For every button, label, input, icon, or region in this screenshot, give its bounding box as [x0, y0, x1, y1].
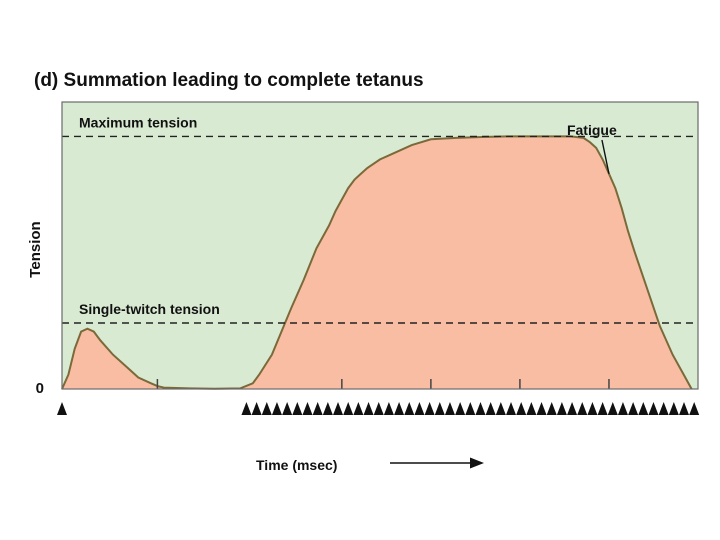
stimulus-marker	[689, 402, 700, 415]
tension-curve	[61, 135, 693, 390]
stimulus-marker	[322, 402, 333, 415]
stimulus-marker	[597, 402, 608, 415]
annotation-pointer-0	[601, 139, 610, 174]
reference-label-1: Single-twitch tension	[79, 301, 220, 317]
stimulus-marker	[241, 402, 252, 415]
stimulus-marker	[587, 402, 598, 415]
stimulus-marker	[333, 402, 344, 415]
stimulus-marker	[546, 402, 557, 415]
time-arrow	[390, 457, 484, 469]
stimulus-marker	[658, 402, 669, 415]
stimulus-marker	[536, 402, 547, 415]
stimulus-marker	[679, 402, 690, 415]
chart-title: (d) Summation leading to complete tetanu…	[34, 70, 424, 91]
stimulus-marker	[251, 402, 262, 415]
stimulus-marker	[353, 402, 364, 415]
stimulus-marker	[516, 402, 527, 415]
stimulus-marker	[434, 402, 445, 415]
stimulus-marker	[271, 402, 282, 415]
stimulus-marker	[383, 402, 394, 415]
stimulus-marker	[373, 402, 384, 415]
stimulus-marker	[506, 402, 517, 415]
stimulus-marker	[292, 402, 303, 415]
stimulus-marker	[424, 402, 435, 415]
x-axis-label: Time (msec)	[256, 457, 337, 473]
stimulus-marker	[556, 402, 567, 415]
stimulus-marker	[475, 402, 486, 415]
stimulus-marker	[261, 402, 272, 415]
stimulus-marker	[465, 402, 476, 415]
stimulus-marker	[343, 402, 354, 415]
stimulus-marker	[485, 402, 496, 415]
stimulus-marker	[617, 402, 628, 415]
y-axis-label: Tension	[27, 221, 44, 277]
stimulus-marker	[414, 402, 425, 415]
plot-frame	[61, 101, 699, 390]
stimulus-marker	[394, 402, 405, 415]
stimulus-marker	[648, 402, 659, 415]
stimulus-marker	[444, 402, 455, 415]
stimulus-marker	[526, 402, 537, 415]
reference-label-0: Maximum tension	[79, 114, 197, 130]
stimulus-marker	[567, 402, 578, 415]
stimulus-marker	[607, 402, 618, 415]
stimulus-marker	[638, 402, 649, 415]
stimulus-marker	[577, 402, 588, 415]
annotation-label-0: Fatigue	[567, 122, 617, 138]
stimulus-marker	[668, 402, 679, 415]
stimulus-marker	[282, 402, 293, 415]
stimulus-marker	[495, 402, 506, 415]
tension-area	[62, 136, 692, 389]
stimulus-marker	[302, 402, 313, 415]
stimulus-marker	[455, 402, 466, 415]
stimulus-marker	[628, 402, 639, 415]
stimulus-marker	[57, 402, 67, 415]
stimulus-marker	[404, 402, 415, 415]
stimulus-marker	[363, 402, 374, 415]
y-tick-zero: 0	[36, 380, 44, 397]
stimulus-marker	[312, 402, 323, 415]
